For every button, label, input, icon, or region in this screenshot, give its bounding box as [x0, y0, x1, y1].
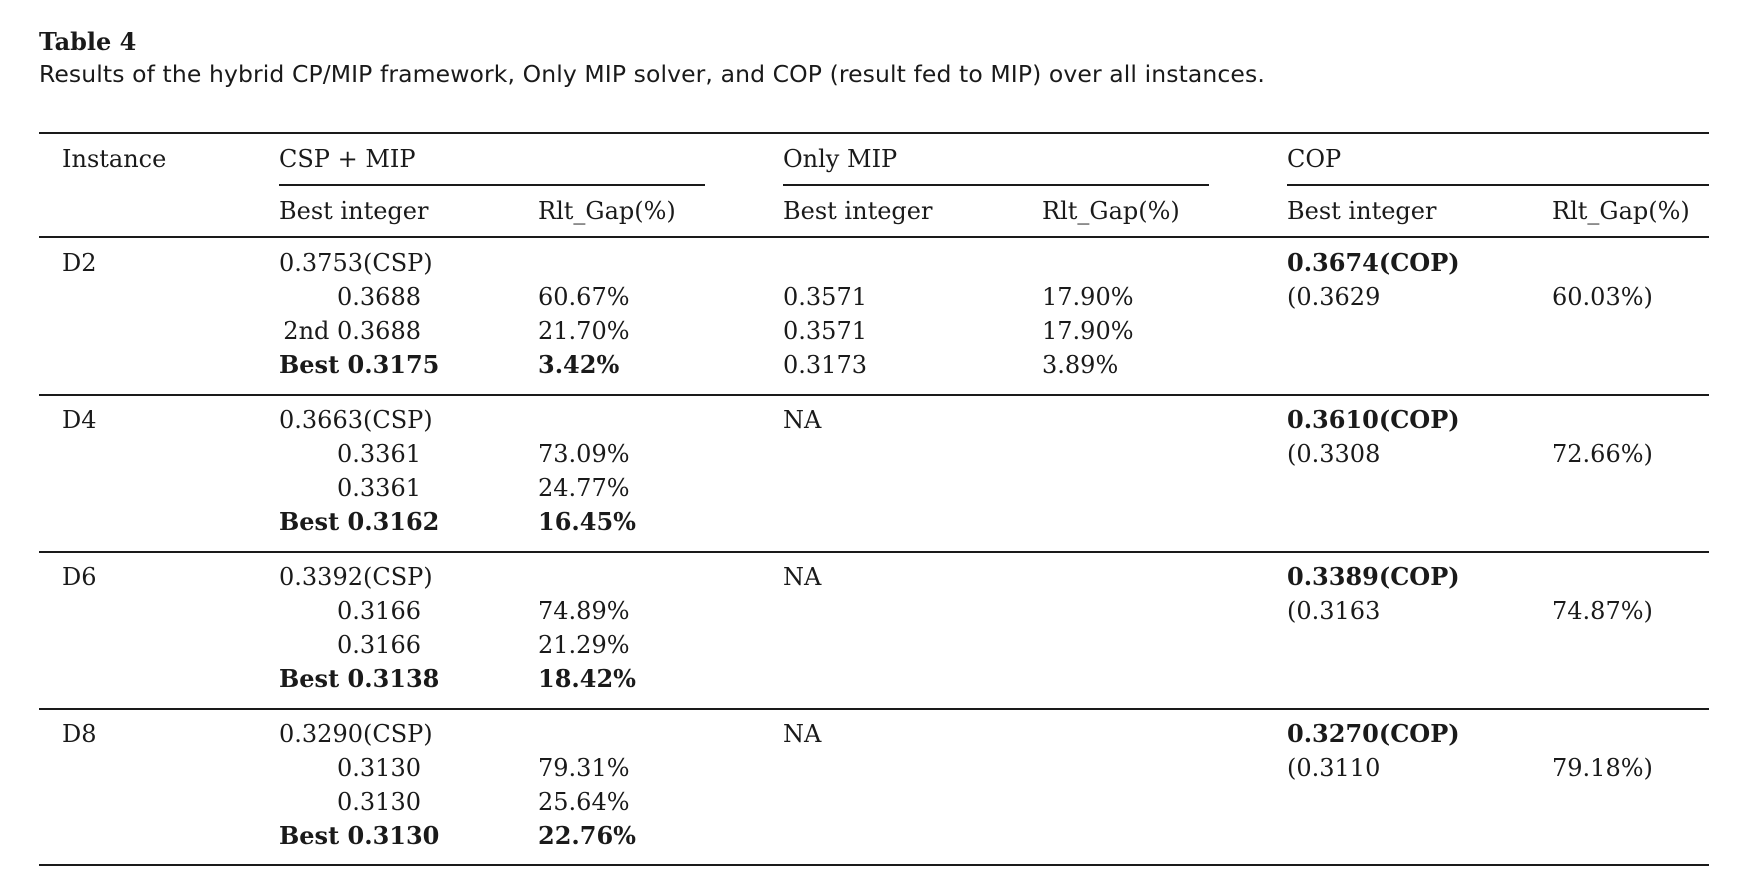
csp-mip-rlt-gap-final: 18.42% — [538, 664, 636, 693]
csp-mip-best-integer-final: Best 0.3130 — [279, 821, 440, 850]
header-only-mip: Only MIP — [783, 145, 898, 173]
csp-mip-best-integer: 0.3130 — [337, 788, 421, 816]
header-csp-mip-best-integer: Best integer — [279, 197, 429, 225]
instance-cell: D6 — [62, 563, 97, 591]
only-mip-group-rule — [783, 184, 1209, 186]
header-cop-best-integer: Best integer — [1287, 197, 1437, 225]
header-csp-mip: CSP + MIP — [279, 145, 416, 173]
row-separator-2 — [39, 551, 1709, 553]
cop-mip-best-integer: (0.3163 — [1287, 597, 1381, 625]
instance-cell: D4 — [62, 406, 97, 434]
only-mip-best-integer: NA — [783, 563, 822, 591]
cop-best-integer: 0.3389(COP) — [1287, 562, 1460, 591]
header-only-mip-best-integer: Best integer — [783, 197, 933, 225]
cop-best-integer: 0.3270(COP) — [1287, 719, 1460, 748]
csp-mip-group-rule — [279, 184, 705, 186]
header-csp-mip-rlt-gap: Rlt_Gap(%) — [538, 197, 676, 225]
instance-cell: D2 — [62, 249, 97, 277]
cop-mip-rlt-gap: 60.03%) — [1552, 283, 1653, 311]
csp-mip-rlt-gap: 21.70% — [538, 317, 630, 345]
row-separator-3 — [39, 708, 1709, 710]
cop-best-integer: 0.3610(COP) — [1287, 405, 1460, 434]
cop-mip-rlt-gap: 79.18%) — [1552, 754, 1653, 782]
cop-best-integer: 0.3674(COP) — [1287, 248, 1460, 277]
csp-mip-rlt-gap: 74.89% — [538, 597, 630, 625]
only-mip-best-integer: NA — [783, 406, 822, 434]
table-bottom-rule — [39, 864, 1709, 866]
cop-group-rule — [1287, 184, 1709, 186]
only-mip-best-integer: 0.3571 — [783, 317, 867, 345]
csp-mip-rlt-gap: 60.67% — [538, 283, 630, 311]
row-separator-1 — [39, 394, 1709, 396]
csp-mip-best-integer: 0.3663(CSP) — [279, 406, 433, 434]
cop-mip-best-integer: (0.3629 — [1287, 283, 1381, 311]
only-mip-rlt-gap: 17.90% — [1042, 283, 1134, 311]
header-bottom-rule — [39, 236, 1709, 238]
csp-mip-best-integer: 0.3688 — [337, 283, 421, 311]
csp-mip-best-integer-final: Best 0.3162 — [279, 507, 440, 536]
only-mip-best-integer: 0.3571 — [783, 283, 867, 311]
csp-mip-rlt-gap: 21.29% — [538, 631, 630, 659]
table-top-rule — [39, 132, 1709, 134]
cop-mip-rlt-gap: 74.87%) — [1552, 597, 1653, 625]
only-mip-best-integer: NA — [783, 720, 822, 748]
results-table: Instance CSP + MIP Only MIP COP Best int… — [39, 106, 1709, 866]
table-title: Table 4 — [39, 27, 137, 56]
csp-mip-best-integer-final: Best 0.3138 — [279, 664, 440, 693]
only-mip-rlt-gap: 3.89% — [1042, 351, 1119, 379]
header-cop: COP — [1287, 145, 1342, 173]
csp-mip-best-integer: 0.3392(CSP) — [279, 563, 433, 591]
table-block: Table 4 Results of the hybrid CP/MIP fra… — [39, 26, 1709, 866]
csp-mip-best-integer: 0.3130 — [337, 754, 421, 782]
only-mip-rlt-gap: 17.90% — [1042, 317, 1134, 345]
csp-mip-rlt-gap: 79.31% — [538, 754, 630, 782]
csp-mip-best-integer-final: Best 0.3175 — [279, 350, 440, 379]
csp-mip-rlt-gap: 73.09% — [538, 440, 630, 468]
table-caption: Results of the hybrid CP/MIP framework, … — [39, 60, 1265, 88]
only-mip-best-integer: 0.3173 — [783, 351, 867, 379]
csp-mip-best-integer: 0.3361 — [337, 474, 421, 502]
csp-mip-best-integer: 0.3753(CSP) — [279, 249, 433, 277]
header-cop-rlt-gap: Rlt_Gap(%) — [1552, 197, 1690, 225]
csp-mip-rlt-gap: 24.77% — [538, 474, 630, 502]
header-only-mip-rlt-gap: Rlt_Gap(%) — [1042, 197, 1180, 225]
csp-mip-rlt-gap-final: 16.45% — [538, 507, 636, 536]
csp-mip-rlt-gap-final: 22.76% — [538, 821, 636, 850]
cop-mip-best-integer: (0.3110 — [1287, 754, 1381, 782]
csp-mip-best-integer: 0.3166 — [337, 597, 421, 625]
cop-mip-rlt-gap: 72.66%) — [1552, 440, 1653, 468]
instance-cell: D8 — [62, 720, 97, 748]
csp-mip-best-integer: 0.3290(CSP) — [279, 720, 433, 748]
csp-mip-best-integer: 0.3166 — [337, 631, 421, 659]
csp-mip-best-integer: 2nd 0.3688 — [283, 317, 421, 345]
csp-mip-rlt-gap: 25.64% — [538, 788, 630, 816]
csp-mip-best-integer: 0.3361 — [337, 440, 421, 468]
header-instance: Instance — [62, 145, 167, 173]
csp-mip-rlt-gap-final: 3.42% — [538, 350, 620, 379]
cop-mip-best-integer: (0.3308 — [1287, 440, 1381, 468]
